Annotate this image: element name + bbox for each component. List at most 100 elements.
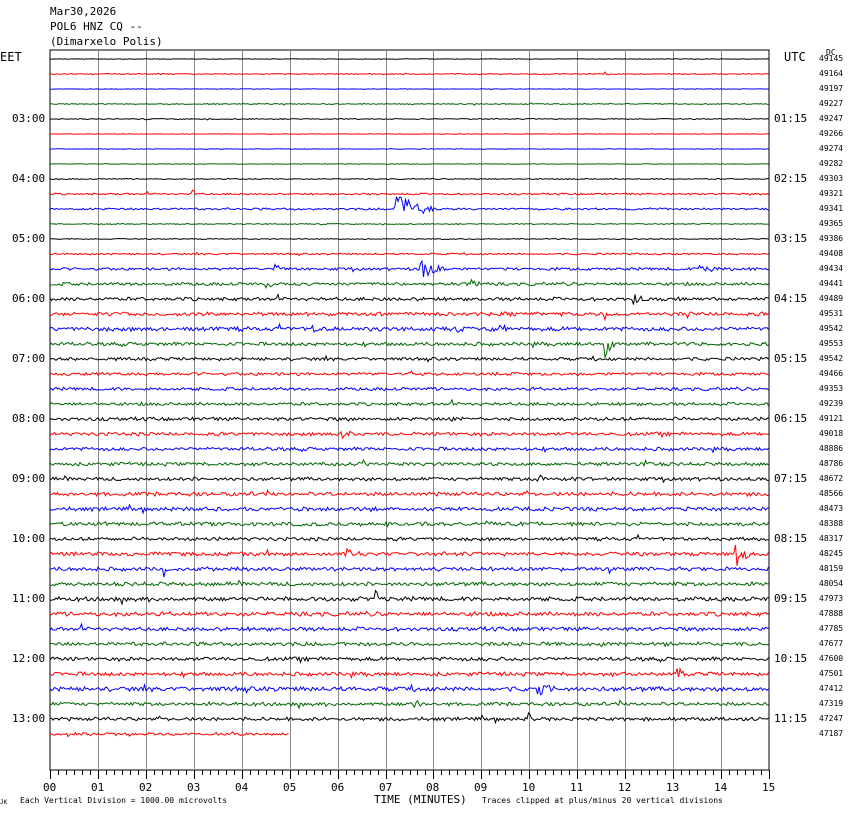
trace-38 [49, 622, 769, 633]
x-tick-label: 01 [91, 781, 105, 794]
dc-offset-label: 49542 [819, 354, 844, 363]
right-hour-label: 06:15 [774, 412, 808, 425]
left-hour-label: 12:00 [12, 652, 46, 665]
dc-offset-label: 49553 [819, 339, 844, 348]
trace-0 [50, 58, 769, 60]
trace-27 [49, 458, 769, 468]
x-tick-label: 00 [43, 781, 57, 794]
right-hour-label: 04:15 [774, 292, 808, 305]
x-tick-label: 08 [426, 781, 440, 794]
dc-offset-label: 49441 [819, 279, 844, 288]
right-hour-label: 10:15 [774, 652, 808, 665]
right-timezone-label: UTC [784, 50, 806, 64]
scale-note: Each Vertical Division = 1000.00 microvo… [20, 796, 228, 805]
dc-offset-label: 49531 [819, 309, 844, 318]
trace-9 [49, 189, 769, 196]
dc-offset-label: 47319 [819, 699, 844, 708]
right-hour-label: 05:15 [774, 352, 808, 365]
trace-17 [50, 311, 769, 322]
x-tick-label: 04 [235, 781, 249, 794]
trace-28 [49, 474, 769, 484]
dc-offset-label: 48388 [819, 519, 844, 528]
trace-31 [49, 520, 769, 528]
trace-1 [49, 71, 769, 76]
right-hour-label: 08:15 [774, 532, 808, 545]
dc-offset-label: 48054 [819, 579, 844, 588]
trace-13 [49, 251, 769, 257]
trace-6 [49, 148, 769, 150]
right-hour-label: 01:15 [774, 112, 808, 125]
location-label: (Dimarxelo Polis) [50, 35, 163, 48]
dc-offset-label: 48245 [819, 549, 844, 558]
trace-36 [49, 589, 769, 606]
right-hour-label: 11:15 [774, 712, 808, 725]
x-tick-label: 14 [714, 781, 728, 794]
dc-offset-label: 49018 [819, 429, 844, 438]
dc-offset-label: 49197 [819, 84, 844, 93]
dc-offset-label: 48786 [819, 459, 844, 468]
dc-label: DC [826, 48, 836, 57]
trace-11 [49, 222, 769, 226]
left-hour-label: 08:00 [12, 412, 46, 425]
dc-offset-label: 49434 [819, 264, 844, 273]
dc-offset-label: 47187 [819, 729, 844, 738]
x-tick-label: 02 [139, 781, 153, 794]
dc-offset-label: 47677 [819, 639, 844, 648]
dc-offset-label: 49341 [819, 204, 844, 213]
trace-33 [49, 544, 769, 566]
dc-offset-label: 48886 [819, 444, 844, 453]
trace-34 [49, 566, 769, 578]
trace-3 [49, 102, 769, 107]
left-timezone-label: EET [0, 50, 22, 64]
dc-offset-label: 49164 [819, 69, 844, 78]
x-tick-label: 12 [618, 781, 632, 794]
trace-41 [49, 667, 769, 679]
right-hour-label: 07:15 [774, 472, 808, 485]
trace-5 [49, 132, 769, 135]
trace-8 [49, 177, 769, 181]
dc-offset-label: 48159 [819, 564, 844, 573]
x-axis-title: TIME (MINUTES) [374, 793, 467, 806]
trace-43 [49, 699, 769, 710]
left-hour-label: 03:00 [12, 112, 46, 125]
dc-offset-label: 49247 [819, 114, 844, 123]
left-hour-label: 13:00 [12, 712, 46, 725]
dc-offset-label: 48473 [819, 504, 844, 513]
trace-40 [49, 655, 769, 665]
dc-offset-label: 47501 [819, 669, 844, 678]
dc-offset-label: 47785 [819, 624, 844, 633]
trace-4 [49, 117, 769, 121]
trace-39 [49, 640, 769, 648]
trace-35 [49, 579, 769, 587]
dc-offset-label: 49274 [819, 144, 844, 153]
trace-18 [49, 322, 769, 333]
left-hour-label: 09:00 [12, 472, 46, 485]
trace-23 [49, 398, 769, 407]
dc-offset-label: 47600 [819, 654, 844, 663]
footer-mark: JK [0, 799, 8, 806]
trace-37 [49, 610, 769, 618]
x-tick-label: 13 [666, 781, 680, 794]
dc-offset-label: 48672 [819, 474, 844, 483]
dc-offset-label: 49542 [819, 324, 844, 333]
dc-offset-label: 47412 [819, 684, 844, 693]
right-hour-label: 03:15 [774, 232, 808, 245]
dc-offset-label: 47973 [819, 594, 844, 603]
x-tick-label: 06 [331, 781, 345, 794]
x-tick-label: 10 [522, 781, 536, 794]
right-hour-label: 02:15 [774, 172, 808, 185]
trace-16 [49, 293, 769, 305]
left-hour-label: 06:00 [12, 292, 46, 305]
dc-offset-label: 47247 [819, 714, 844, 723]
dc-offset-label: 49121 [819, 414, 844, 423]
x-tick-label: 05 [283, 781, 297, 794]
dc-offset-label: 49239 [819, 399, 844, 408]
trace-45 [49, 731, 289, 738]
trace-30 [49, 503, 769, 515]
trace-22 [49, 386, 769, 392]
x-tick-label: 09 [474, 781, 488, 794]
trace-21 [49, 370, 769, 377]
plot-frame [49, 49, 770, 771]
dc-offset-label: 49266 [819, 129, 844, 138]
